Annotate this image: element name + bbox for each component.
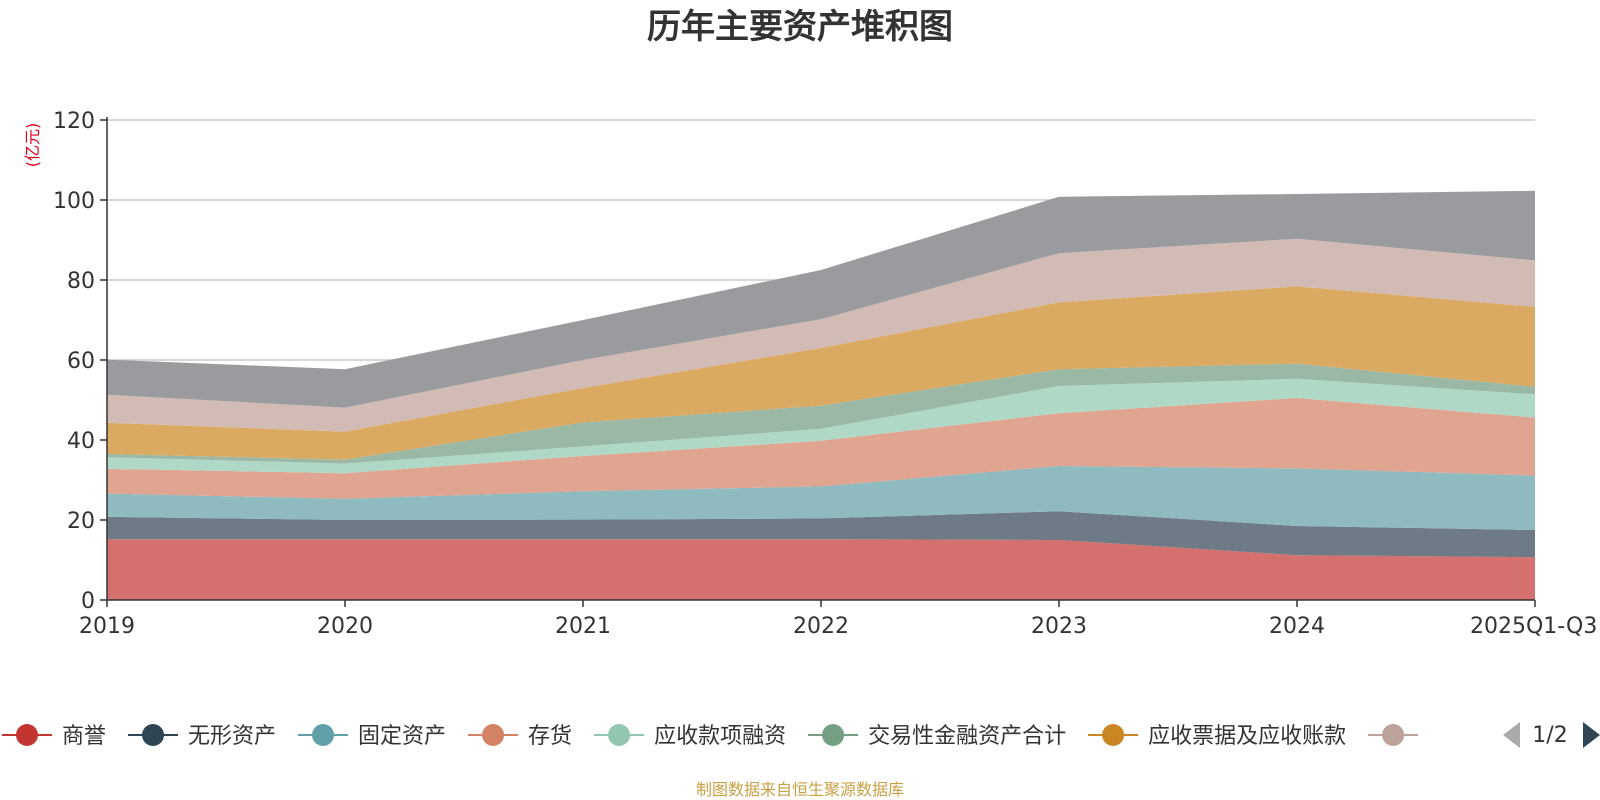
legend-dot-icon [1102, 724, 1125, 746]
legend-next-icon[interactable] [1583, 722, 1600, 748]
area-series-4 [107, 378, 1535, 474]
legend-label: 无形资产 [188, 724, 276, 749]
legend-pager: 1/2 [1503, 722, 1600, 748]
legend-label: 商誉 [62, 724, 106, 749]
legend-item-4[interactable]: 应收款项融资 [594, 724, 786, 749]
x-axis-ticks: 2019 2020 2021 2022 2023 2024 2025Q1-Q3 [79, 600, 1597, 639]
y-tick-label: 100 [53, 189, 95, 214]
x-tick-label: 2023 [1031, 614, 1087, 639]
legend-prev-icon[interactable] [1503, 722, 1520, 748]
data-source-note: 制图数据来自恒生聚源数据库 [696, 780, 904, 799]
y-tick-label: 80 [67, 269, 95, 294]
legend-item-2[interactable]: 固定资产 [298, 724, 446, 749]
legend-page-indicator: 1/2 [1532, 723, 1567, 748]
y-tick-label: 0 [81, 589, 95, 614]
x-tick-label: 2020 [317, 614, 373, 639]
x-tick-label: 2024 [1269, 614, 1325, 639]
area-series-3 [107, 398, 1535, 499]
legend-dot-icon [1382, 724, 1405, 746]
x-tick-label: 2025Q1-Q3 [1470, 614, 1597, 639]
y-tick-label: 60 [67, 349, 95, 374]
legend-label: 固定资产 [358, 724, 446, 749]
area-series-6 [107, 286, 1535, 460]
legend-item-6[interactable]: 应收票据及应收账款 [1088, 724, 1346, 749]
legend-dot-icon [482, 724, 505, 746]
legend-item-7[interactable] [1368, 724, 1419, 746]
legend-label: 交易性金融资产合计 [868, 724, 1066, 749]
legend-dot-icon [16, 724, 38, 746]
area-series-5 [107, 363, 1535, 464]
legend-label: 应收票据及应收账款 [1148, 724, 1346, 749]
x-tick-label: 2019 [79, 614, 135, 639]
legend-dot-icon [608, 724, 631, 746]
y-axis-ticks: 0 20 40 60 80 100 120 [53, 109, 107, 614]
legend-item-3[interactable]: 存货 [468, 724, 572, 749]
legend-item-5[interactable]: 交易性金融资产合计 [808, 724, 1066, 749]
y-tick-label: 120 [53, 109, 95, 134]
area-series-1 [107, 511, 1535, 558]
area-series-2 [107, 466, 1535, 530]
area-series-8 [107, 190, 1535, 408]
legend-item-0[interactable]: 商誉 [2, 724, 106, 749]
area-series-0 [107, 539, 1535, 600]
y-tick-label: 40 [67, 429, 95, 454]
x-tick-label: 2022 [793, 614, 849, 639]
legend: 商誉 无形资产 固定资产 存货 应收款项融资 交易性金融资产合计 应收票据及应收账款 [2, 724, 1419, 749]
legend-dot-icon [312, 724, 335, 746]
legend-item-1[interactable]: 无形资产 [128, 724, 276, 749]
y-tick-label: 20 [67, 509, 95, 534]
x-tick-label: 2021 [555, 614, 611, 639]
y-axis-unit: (亿元) [23, 123, 42, 168]
legend-label: 应收款项融资 [654, 724, 786, 749]
legend-label: 存货 [528, 724, 572, 749]
legend-dot-icon [822, 724, 845, 746]
area-series [107, 190, 1535, 600]
area-series-7 [107, 238, 1535, 432]
chart-title: 历年主要资产堆积图 [647, 7, 953, 47]
legend-dot-icon [142, 724, 165, 746]
